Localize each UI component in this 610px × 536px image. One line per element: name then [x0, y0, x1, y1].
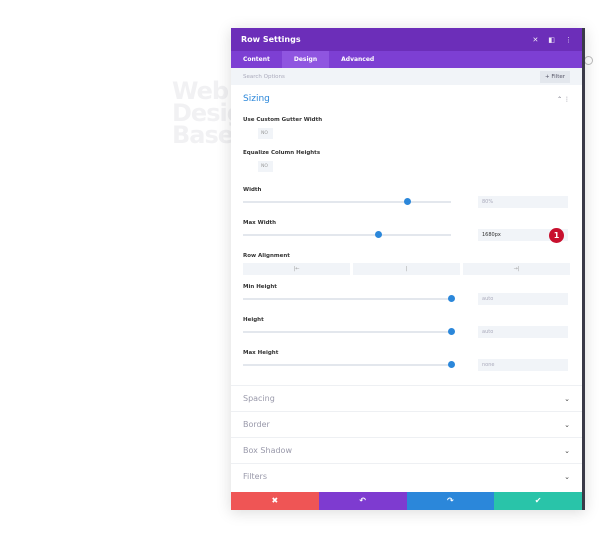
tab-advanced[interactable]: Advanced: [341, 56, 375, 63]
min-height-input[interactable]: auto: [478, 293, 568, 305]
section-box-shadow[interactable]: Box Shadow ⌄: [231, 437, 582, 463]
width-input[interactable]: 80%: [478, 196, 568, 208]
modal-title: Row Settings: [241, 35, 301, 44]
equalize-toggle[interactable]: NO: [243, 161, 273, 172]
height-label: Height: [243, 317, 264, 323]
toggle-value: NO: [261, 131, 268, 136]
more-options-icon[interactable]: ⋮: [565, 35, 572, 44]
slider-thumb[interactable]: [403, 198, 411, 205]
slider-thumb[interactable]: [447, 328, 455, 335]
sizing-section: Sizing ⌃ ⋮ Use Custom Gutter Width NO Equ…: [231, 85, 582, 374]
settings-gear-icon[interactable]: [584, 56, 593, 65]
collapse-icon[interactable]: ⌃ ⋮: [557, 95, 570, 103]
undo-button[interactable]: ↶: [318, 492, 407, 510]
sizing-title[interactable]: Sizing: [243, 94, 270, 104]
equalize-label: Equalize Column Heights: [243, 150, 321, 156]
toggle-value: NO: [261, 164, 268, 169]
height-slider[interactable]: [243, 328, 455, 335]
height-input[interactable]: auto: [478, 326, 568, 338]
tab-content[interactable]: Content: [243, 56, 270, 63]
section-border[interactable]: Border ⌄: [231, 411, 582, 437]
search-input[interactable]: Search Options: [243, 73, 285, 80]
step-badge: 1: [549, 227, 564, 243]
section-spacing[interactable]: Spacing ⌄: [231, 385, 582, 411]
slider-thumb[interactable]: [374, 231, 382, 238]
tab-bar: Content Design Advanced: [231, 51, 582, 68]
sidebar-toggle-icon[interactable]: ◧: [548, 35, 555, 44]
row-alignment-label: Row Alignment: [243, 253, 290, 259]
align-center-button[interactable]: |: [353, 263, 460, 275]
cancel-button[interactable]: ✖: [231, 492, 319, 510]
section-title: Filters: [243, 472, 267, 481]
section-title: Box Shadow: [243, 446, 292, 455]
fullscreen-icon[interactable]: ✕: [532, 35, 539, 44]
width-slider[interactable]: [243, 198, 451, 205]
min-height-slider[interactable]: [243, 295, 455, 302]
chevron-down-icon: ⌄: [564, 420, 570, 429]
section-filters[interactable]: Filters ⌄: [231, 463, 582, 489]
row-settings-modal: Row Settings ✕ ◧ ⋮ Content Design Advanc…: [231, 28, 585, 510]
max-height-slider[interactable]: [243, 361, 455, 368]
max-width-slider[interactable]: [243, 231, 451, 238]
tab-design[interactable]: Design: [281, 51, 330, 68]
redo-button[interactable]: ↷: [406, 492, 495, 510]
chevron-down-icon: ⌄: [564, 394, 570, 403]
slider-thumb[interactable]: [447, 361, 455, 368]
slider-thumb[interactable]: [447, 295, 455, 302]
max-height-input[interactable]: none: [478, 359, 568, 371]
min-height-label: Min Height: [243, 284, 277, 290]
width-label: Width: [243, 187, 262, 193]
max-width-input[interactable]: 1680px: [478, 229, 568, 241]
chevron-down-icon: ⌄: [564, 446, 570, 455]
section-title: Spacing: [243, 394, 275, 403]
align-left-button[interactable]: |←: [243, 263, 350, 275]
save-button[interactable]: ✔: [494, 492, 582, 510]
gutter-toggle[interactable]: NO: [243, 128, 273, 139]
gutter-label: Use Custom Gutter Width: [243, 117, 323, 123]
section-title: Border: [243, 420, 270, 429]
max-height-label: Max Height: [243, 350, 279, 356]
filter-button[interactable]: + Filter: [540, 70, 570, 83]
chevron-down-icon: ⌄: [564, 472, 570, 481]
search-bar: Search Options + Filter: [231, 68, 582, 85]
max-width-label: Max Width: [243, 220, 277, 226]
modal-footer: ✖ ↶ ↷ ✔: [231, 492, 582, 510]
modal-header: Row Settings ✕ ◧ ⋮: [231, 28, 582, 51]
align-right-button[interactable]: →|: [463, 263, 570, 275]
